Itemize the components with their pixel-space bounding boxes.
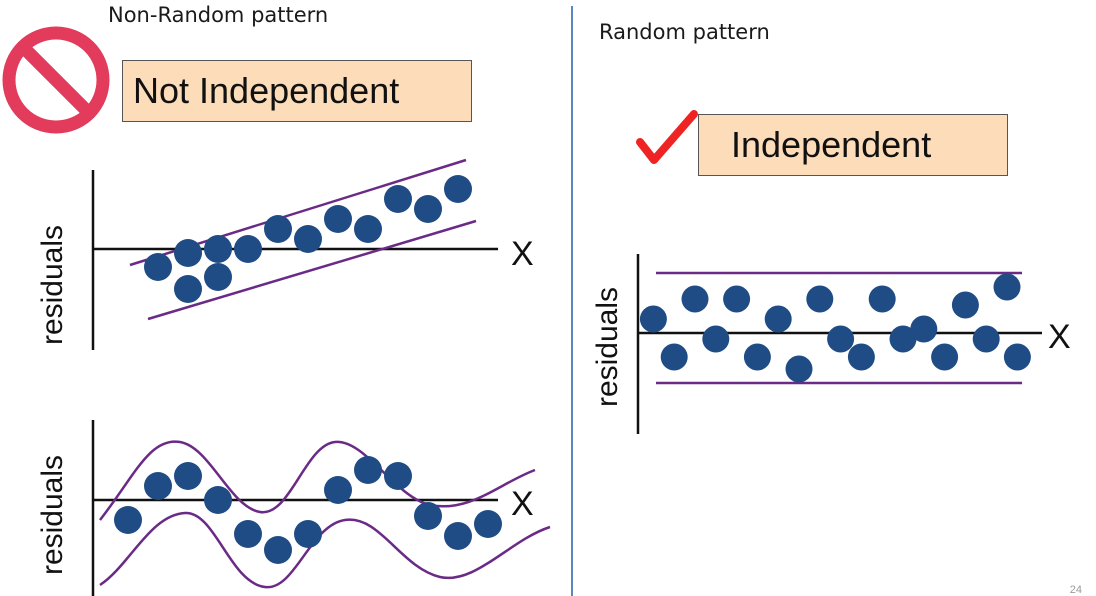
residual-point bbox=[723, 285, 751, 313]
right-heading: Random pattern bbox=[599, 20, 770, 44]
residual-point bbox=[444, 175, 472, 203]
residual-point bbox=[702, 325, 730, 353]
residual-point bbox=[931, 343, 959, 371]
residual-point bbox=[474, 510, 502, 538]
x-axis-label: X bbox=[511, 235, 534, 273]
residual-point bbox=[951, 291, 979, 319]
residual-point bbox=[806, 285, 834, 313]
residual-point bbox=[204, 263, 232, 291]
residual-point bbox=[354, 215, 382, 243]
residual-point bbox=[264, 536, 292, 564]
residual-point bbox=[204, 235, 232, 263]
right-verdict-label: Independent bbox=[731, 124, 932, 165]
x-axis-label: X bbox=[1048, 318, 1071, 356]
residual-point bbox=[114, 506, 142, 534]
residual-point bbox=[174, 275, 202, 303]
left-verdict-label: Not Independent bbox=[133, 70, 400, 111]
y-axis-label: residuals bbox=[591, 287, 624, 407]
residual-point bbox=[294, 520, 322, 548]
residual-point bbox=[414, 195, 442, 223]
y-axis-label: residuals bbox=[36, 455, 69, 575]
residual-point bbox=[204, 486, 232, 514]
panel-divider bbox=[571, 6, 573, 596]
residual-point bbox=[234, 235, 262, 263]
residual-point bbox=[234, 520, 262, 548]
residual-point bbox=[144, 472, 172, 500]
checkmark-icon bbox=[636, 110, 698, 164]
residual-point bbox=[660, 343, 688, 371]
residual-point bbox=[972, 325, 1000, 353]
residual-point bbox=[847, 343, 875, 371]
residual-point bbox=[785, 355, 813, 383]
lower-wave-curve bbox=[99, 511, 551, 589]
residual-point bbox=[681, 285, 709, 313]
residual-point bbox=[324, 476, 352, 504]
residual-point bbox=[324, 205, 352, 233]
residual-point bbox=[743, 343, 771, 371]
residual-point bbox=[1003, 343, 1031, 371]
y-axis-label: residuals bbox=[36, 225, 69, 345]
residual-point bbox=[639, 305, 667, 333]
residual-point bbox=[764, 305, 792, 333]
residual-point bbox=[144, 253, 172, 281]
residual-point bbox=[827, 325, 855, 353]
residual-point bbox=[294, 225, 322, 253]
random-residual-plot: X residuals bbox=[591, 254, 1071, 434]
trend-residual-plot: X residuals bbox=[36, 158, 534, 350]
residual-point bbox=[264, 215, 292, 243]
residual-point bbox=[910, 315, 938, 343]
residual-point bbox=[354, 456, 382, 484]
right-verdict-box: Independent bbox=[698, 114, 1008, 176]
residual-point bbox=[889, 325, 917, 353]
residual-point bbox=[868, 285, 896, 313]
residual-point bbox=[993, 273, 1021, 301]
residual-point bbox=[414, 502, 442, 530]
residual-point bbox=[444, 522, 472, 550]
x-axis-label: X bbox=[511, 485, 534, 523]
left-verdict-box: Not Independent bbox=[122, 60, 472, 122]
wave-residual-plot: X residuals bbox=[36, 420, 551, 596]
residual-point bbox=[384, 462, 412, 490]
prohibited-icon bbox=[2, 26, 110, 134]
page-number: 24 bbox=[1069, 584, 1082, 596]
residual-point bbox=[174, 462, 202, 490]
lower-band-line bbox=[147, 219, 477, 321]
left-heading: Non-Random pattern bbox=[108, 3, 329, 27]
residual-point bbox=[384, 185, 412, 213]
residual-point bbox=[174, 239, 202, 267]
